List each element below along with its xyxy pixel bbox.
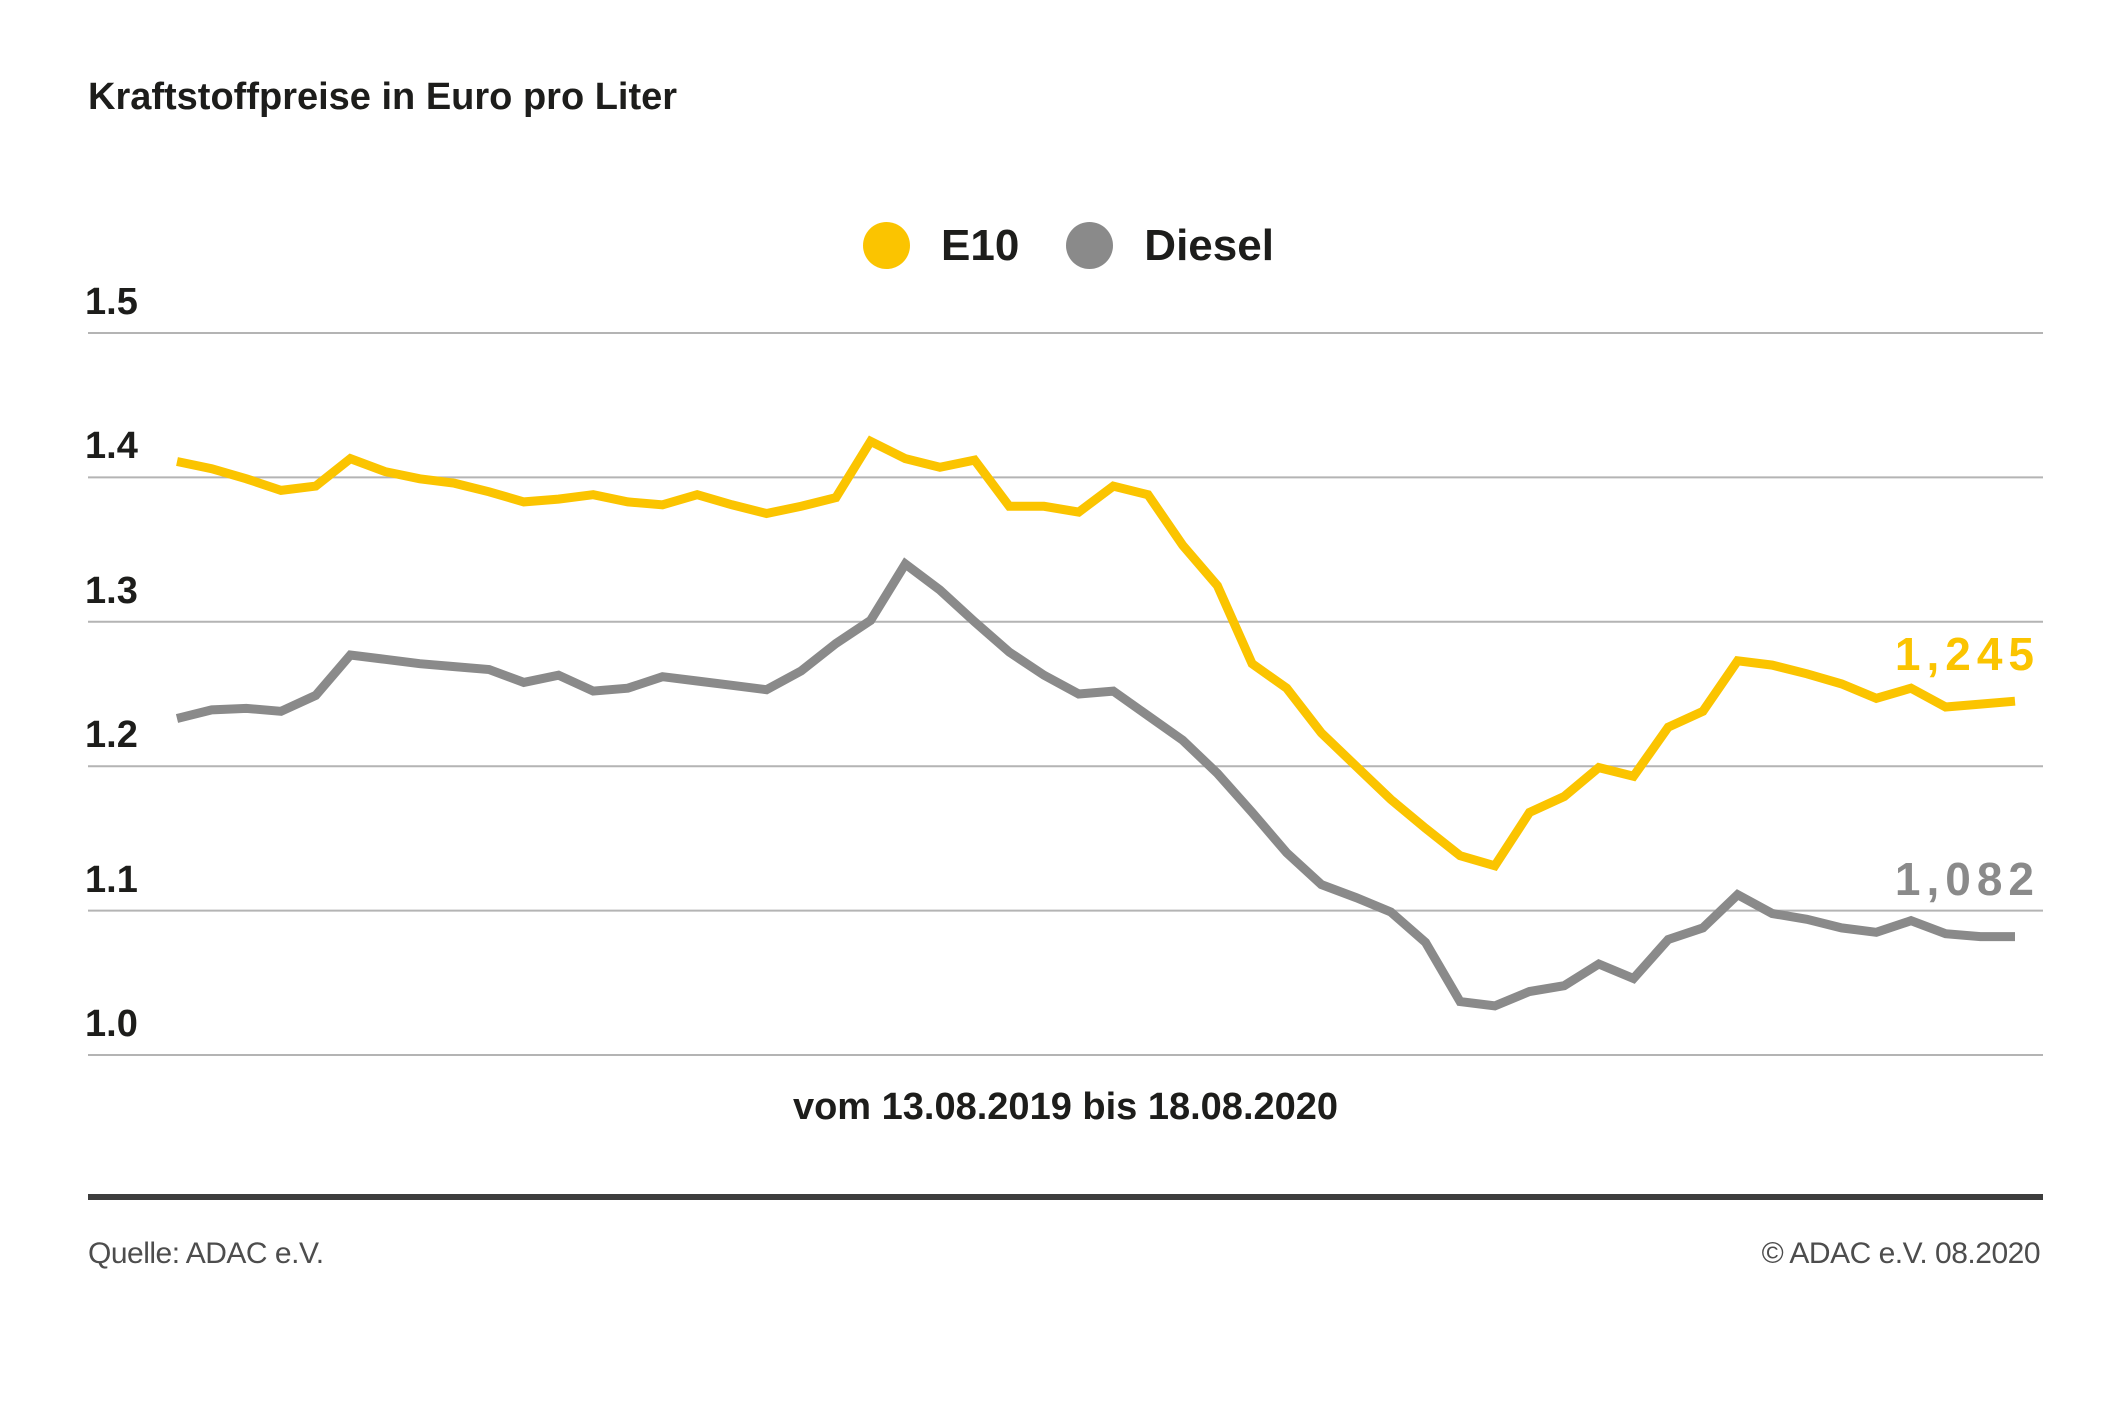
y-tick-label-1.4: 1.4 (85, 425, 138, 468)
gridlines (88, 332, 2043, 1056)
e10-end-value-label: 1,245 (1894, 628, 2040, 680)
y-tick-label-1.3: 1.3 (85, 569, 138, 612)
footer-divider (88, 1194, 2043, 1200)
diesel-dot-icon (1066, 222, 1114, 269)
diesel-end-value-label: 1,082 (1894, 853, 2040, 905)
y-tick-label-1.0: 1.0 (85, 1003, 138, 1045)
diesel-line-series (175, 557, 2015, 1011)
page-title: Kraftstoffpreise in Euro pro Liter (88, 76, 678, 118)
y-tick-label-1.2: 1.2 (85, 714, 138, 757)
legend-label-diesel: Diesel (1144, 221, 1274, 270)
legend: E10 Diesel (863, 222, 1321, 269)
source-credit: Quelle: ADAC e.V. (88, 1237, 324, 1270)
x-axis-date-range-label: vom 13.08.2019 bis 18.08.2020 (792, 1086, 1339, 1128)
y-tick-label-1.5: 1.5 (85, 281, 138, 323)
e10-line-series (176, 435, 2016, 872)
y-tick-label-1.1: 1.1 (85, 858, 138, 901)
legend-label-e10: E10 (941, 221, 1020, 270)
copyright-notice: © ADAC e.V. 08.2020 (1761, 1237, 2041, 1270)
e10-dot-icon (863, 222, 910, 269)
